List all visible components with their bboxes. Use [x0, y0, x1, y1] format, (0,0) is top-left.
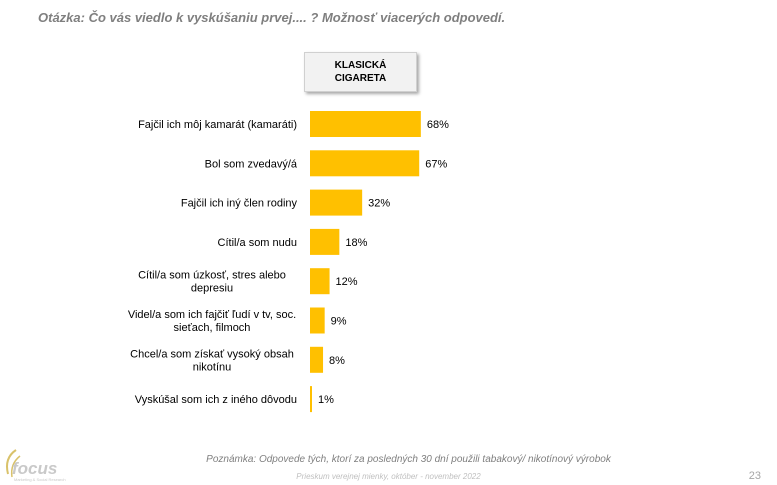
category-label: Cítil/a som nudu [218, 237, 297, 249]
category-label: Fajčil ich iný člen rodiny [181, 198, 298, 210]
value-label: 67% [425, 158, 447, 170]
category-label: Videl/a som ich fajčiť ľudí v tv, soc. si… [128, 309, 296, 334]
value-label: 32% [368, 198, 390, 210]
category-label: Fajčil ich môj kamarát (kamaráti) [138, 119, 297, 131]
svg-text:Marketing & Social Research: Marketing & Social Research [14, 477, 66, 482]
bar [310, 228, 340, 255]
footnote: Poznámka: Odpovede tých, ktorí za posled… [206, 454, 611, 465]
category-label: Cítil/a som úzkosť, stres alebo depresiu [138, 270, 286, 295]
focus-logo: focus Marketing & Social Research [6, 449, 66, 482]
bar-chart: 68% Fajčil ich môj kamarát (kamaráti) 67% B… [128, 111, 449, 413]
column-header-line-1: KLASICKÁ [334, 60, 387, 71]
bar [310, 346, 324, 373]
question-text: Otázka: Čo vás viedlo k vyskúšaniu prvej… [38, 10, 506, 25]
category-label: Vyskúšal som ich z iného dôvodu [135, 394, 297, 406]
column-header-line-2: CIGARETA [334, 73, 387, 84]
category-label: Bol som zvedavý/á [205, 158, 298, 170]
bar [310, 268, 330, 295]
bar [310, 189, 363, 216]
bar [310, 307, 325, 334]
bar [310, 386, 312, 413]
value-label: 8% [329, 355, 345, 367]
value-label: 9% [331, 316, 347, 328]
value-label: 68% [427, 119, 449, 131]
page-number: 23 [748, 470, 761, 482]
value-label: 18% [345, 237, 367, 249]
category-label: Chcel/a som získať vysoký obsah nikotínu [130, 348, 294, 373]
column-header: KLASICKÁ CIGARETA [304, 52, 417, 92]
bar [310, 111, 421, 137]
survey-caption: Prieskum verejnej mienky, október - nove… [296, 472, 481, 481]
value-label: 12% [336, 276, 358, 288]
bar [310, 150, 420, 177]
value-label: 1% [318, 394, 334, 406]
svg-text:focus: focus [12, 459, 57, 478]
